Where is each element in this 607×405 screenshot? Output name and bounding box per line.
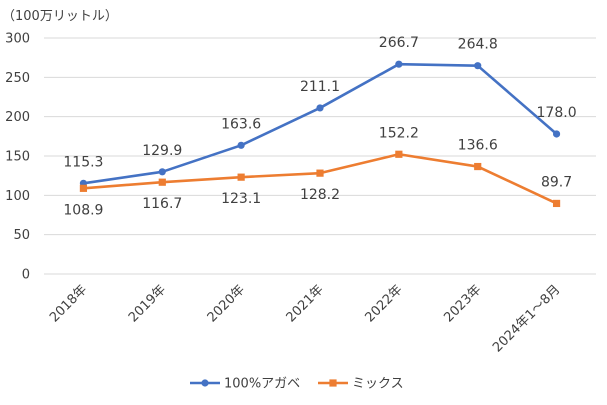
data-label: 136.6 xyxy=(458,138,498,154)
x-tick-label: 2023年 xyxy=(441,282,484,325)
data-point xyxy=(316,169,324,177)
data-label: 116.7 xyxy=(142,196,182,212)
legend-marker xyxy=(201,379,209,387)
x-tick-label: 2024年1～8月 xyxy=(490,282,563,355)
data-point xyxy=(79,184,88,192)
data-labels: 115.3 129.9 163.6 211.1 266.7 264.8 178.0 108.9… xyxy=(63,35,576,218)
data-point xyxy=(237,173,245,181)
legend-marker xyxy=(329,379,337,387)
gridlines xyxy=(44,37,596,275)
y-tick-label: 100 xyxy=(5,189,30,204)
data-point xyxy=(474,62,482,70)
y-tick-label: 300 xyxy=(5,32,30,47)
legend: 100%アガベ ミックス xyxy=(190,377,404,392)
y-tick-label: 200 xyxy=(5,110,30,125)
y-tick-label: 0 xyxy=(22,268,30,283)
data-label: 115.3 xyxy=(63,154,103,170)
x-tick-label: 2018年 xyxy=(47,282,90,325)
x-tick-label: 2020年 xyxy=(205,282,248,325)
data-label: 128.2 xyxy=(300,187,340,203)
legend-label: 100%アガベ xyxy=(224,377,300,392)
data-point xyxy=(552,199,561,208)
data-label: 129.9 xyxy=(142,143,182,159)
y-axis-ticks: 0 50 100 150 200 250 300 xyxy=(5,32,30,283)
data-point xyxy=(237,141,245,149)
y-tick-label: 150 xyxy=(5,150,30,165)
data-point xyxy=(158,178,166,186)
data-label: 123.1 xyxy=(221,191,261,207)
legend-label: ミックス xyxy=(352,377,404,392)
unit-label: （100万リットル） xyxy=(2,9,118,24)
data-label: 108.9 xyxy=(63,202,103,218)
x-tick-label: 2021年 xyxy=(284,282,327,325)
data-point xyxy=(316,104,324,112)
y-tick-label: 50 xyxy=(13,228,30,243)
x-axis-ticks: 2018年 2019年 2020年 2021年 2022年 2023年 2024年1～8月 xyxy=(47,282,563,355)
data-label: 178.0 xyxy=(537,105,577,121)
data-label: 152.2 xyxy=(379,125,419,141)
data-label: 89.7 xyxy=(541,174,572,190)
data-point xyxy=(552,130,561,138)
y-tick-label: 250 xyxy=(5,71,30,86)
x-tick-label: 2022年 xyxy=(362,282,405,325)
data-point xyxy=(395,60,403,68)
data-label: 163.6 xyxy=(221,116,261,132)
data-point xyxy=(158,168,166,176)
data-point xyxy=(395,150,403,158)
series-group xyxy=(79,60,561,208)
data-label: 266.7 xyxy=(379,35,419,51)
data-label: 264.8 xyxy=(458,37,498,53)
data-label: 211.1 xyxy=(300,79,340,95)
x-tick-label: 2019年 xyxy=(126,282,169,325)
data-point xyxy=(474,162,482,171)
